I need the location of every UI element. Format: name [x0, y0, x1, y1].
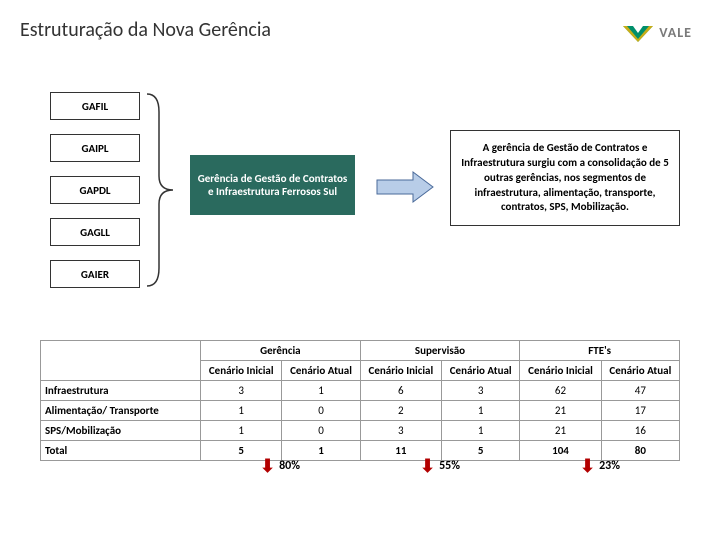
cell: 47	[601, 381, 679, 401]
reductions-row: ⬇ 80% ⬇ 55% ⬇ 23%	[40, 455, 680, 477]
down-arrow-icon: ⬇	[420, 455, 435, 477]
sub-header: Cenário Inicial	[520, 361, 601, 381]
table-row: Alimentação/ Transporte 1 0 2 1 21 17	[41, 401, 680, 421]
row-label: Infraestrutura	[41, 381, 201, 401]
sub-header: Cenário Atual	[282, 361, 360, 381]
cell: 1	[442, 401, 520, 421]
reduction-value: 80%	[279, 459, 300, 473]
data-table: Gerência Supervisão FTE's Cenário Inicia…	[40, 340, 680, 461]
table-header-row: Gerência Supervisão FTE's	[41, 341, 680, 361]
vale-v-icon	[623, 20, 653, 44]
cell: 62	[520, 381, 601, 401]
table-row: Infraestrutura 3 1 6 3 62 47	[41, 381, 680, 401]
cell: 1	[201, 421, 282, 441]
cell: 17	[601, 401, 679, 421]
reduction-cell: ⬇ 55%	[360, 455, 520, 477]
source-box: GAPDL	[50, 176, 140, 204]
arrow-icon	[375, 170, 435, 204]
sub-header: Cenário Atual	[442, 361, 520, 381]
cell: 0	[282, 401, 360, 421]
cell: 3	[442, 381, 520, 401]
down-arrow-icon: ⬇	[580, 455, 595, 477]
cell: 21	[520, 401, 601, 421]
table-row: SPS/Mobilização 1 0 3 1 21 16	[41, 421, 680, 441]
sub-header: Cenário Inicial	[201, 361, 282, 381]
source-box: GAIPL	[50, 134, 140, 162]
sub-header: Cenário Inicial	[360, 361, 441, 381]
cell: 6	[360, 381, 441, 401]
cell: 21	[520, 421, 601, 441]
description-box: A gerência de Gestão de Contratos e Infr…	[450, 130, 680, 226]
group-header: Supervisão	[360, 341, 520, 361]
source-box: GAIER	[50, 260, 140, 288]
source-box: GAGLL	[50, 218, 140, 246]
source-boxes: GAFIL GAIPL GAPDL GAGLL GAIER	[50, 92, 140, 288]
cell: 0	[282, 421, 360, 441]
brand-logo: VALE	[623, 20, 692, 44]
cell: 2	[360, 401, 441, 421]
row-label: SPS/Mobilização	[41, 421, 201, 441]
group-header: FTE's	[520, 341, 680, 361]
group-header: Gerência	[201, 341, 361, 361]
reduction-cell: ⬇ 23%	[520, 455, 680, 477]
sub-header: Cenário Atual	[601, 361, 679, 381]
reduction-value: 23%	[599, 459, 620, 473]
target-box: Gerência de Gestão de Contratos e Infrae…	[190, 155, 355, 215]
bracket-icon	[145, 92, 175, 288]
source-box: GAFIL	[50, 92, 140, 120]
cell: 16	[601, 421, 679, 441]
reduction-value: 55%	[439, 459, 460, 473]
reduction-cell: ⬇ 80%	[200, 455, 360, 477]
cell: 1	[282, 381, 360, 401]
row-label: Alimentação/ Transporte	[41, 401, 201, 421]
cell: 1	[442, 421, 520, 441]
cell: 3	[360, 421, 441, 441]
cell: 3	[201, 381, 282, 401]
page-title: Estruturação da Nova Gerência	[20, 18, 271, 42]
down-arrow-icon: ⬇	[260, 455, 275, 477]
cell: 1	[201, 401, 282, 421]
brand-name: VALE	[659, 24, 692, 41]
